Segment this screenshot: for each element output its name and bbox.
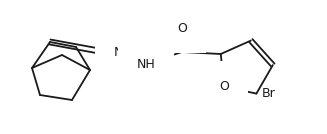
Text: O: O (219, 80, 229, 93)
Text: NH: NH (137, 59, 155, 72)
Text: Br: Br (261, 87, 275, 100)
Text: O: O (177, 21, 187, 34)
Text: N: N (113, 46, 123, 59)
